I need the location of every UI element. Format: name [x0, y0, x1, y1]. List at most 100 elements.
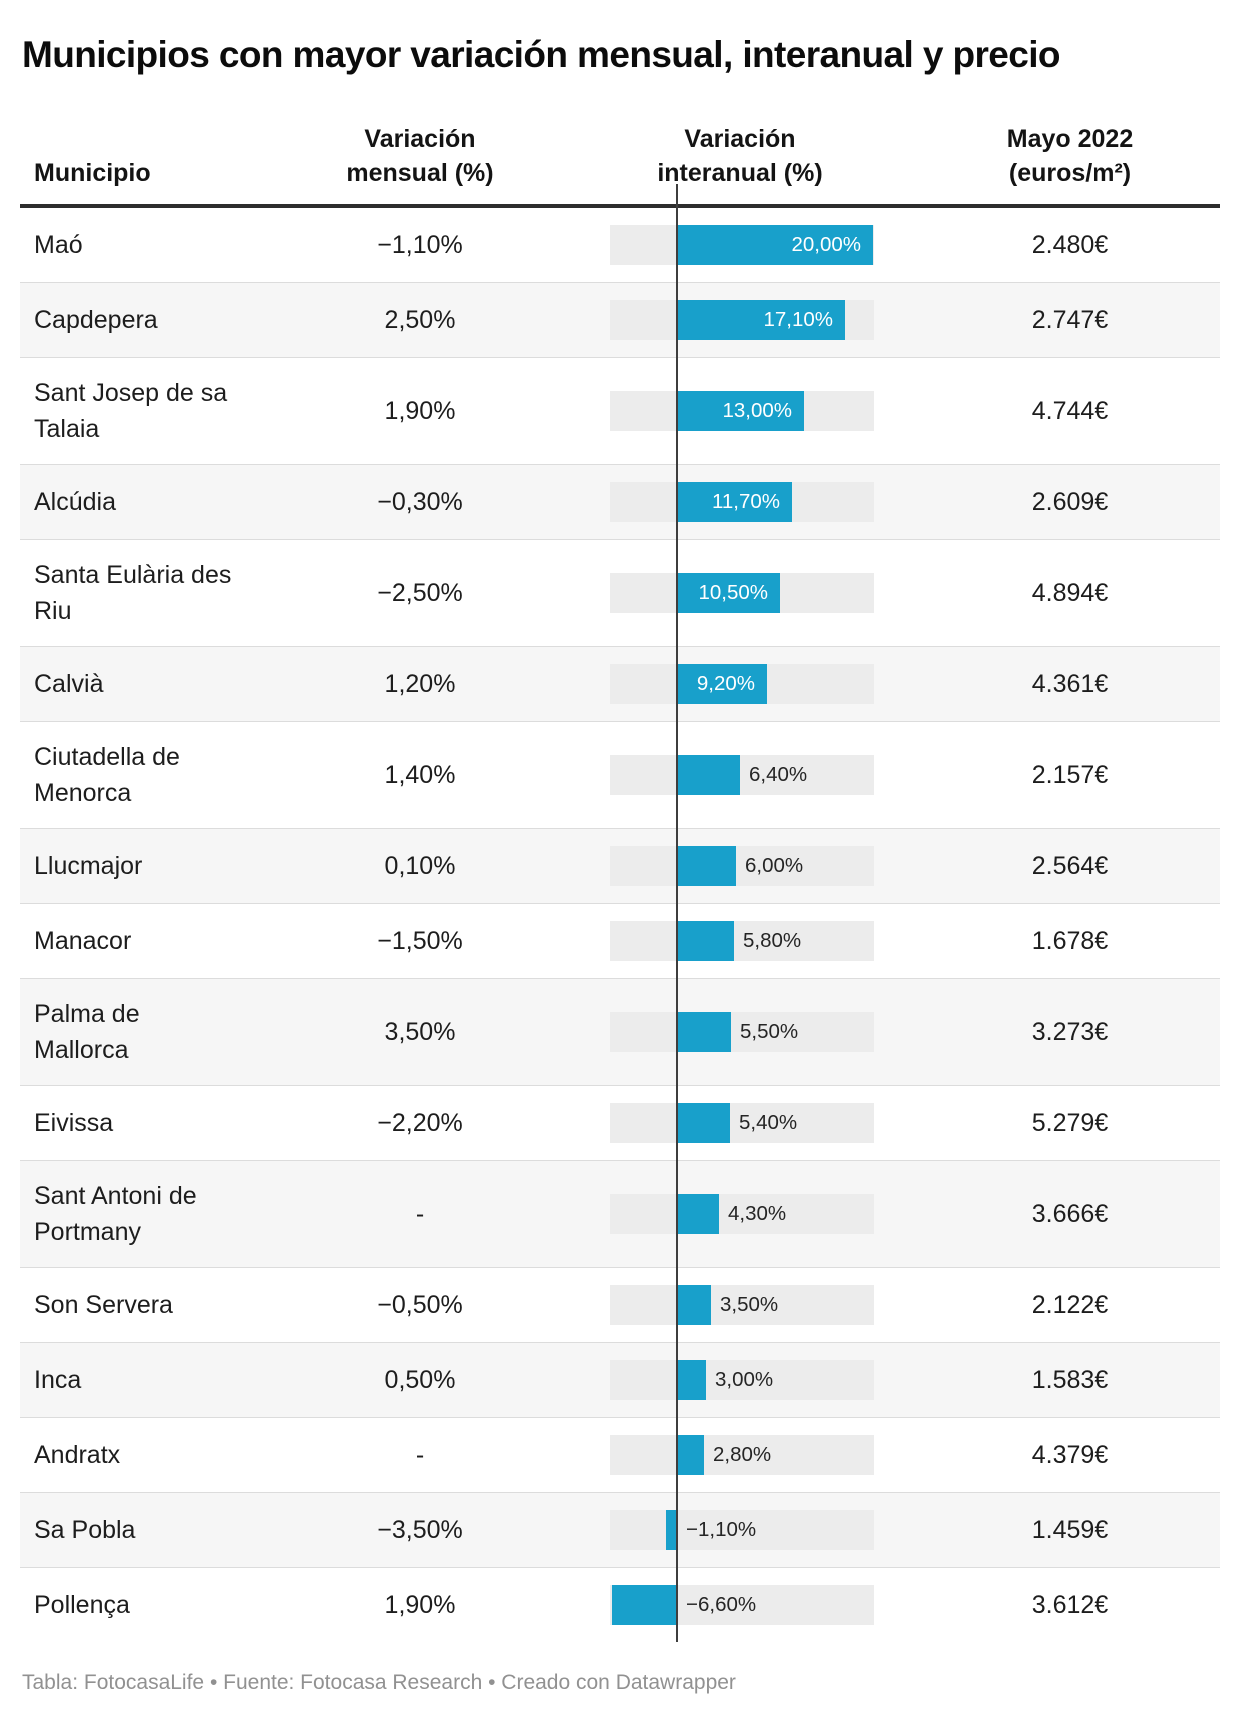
municipality-name: Andratx	[34, 1441, 121, 1469]
table-row: Sant Antoni de Portmany - 4,30% 3.666€	[20, 1160, 1220, 1267]
municipality-name: Alcúdia	[34, 488, 116, 516]
bar-value-label: −6,60%	[686, 1593, 757, 1616]
municipality-name: Sant Josep de sa Talaia	[34, 379, 228, 443]
municipality-name: Ciutadella de Menorca	[34, 743, 180, 807]
table-row: Santa Eulària des Riu −2,50% 10,50% 4.894€	[20, 539, 1220, 646]
interannual-bar	[666, 1510, 677, 1550]
bar-track	[610, 1012, 874, 1052]
interannual-bar-cell: 5,80%	[560, 921, 920, 961]
monthly-variation-value: −2,20%	[377, 1108, 463, 1137]
bar-track	[610, 1103, 874, 1143]
monthly-variation-value: 2,50%	[384, 305, 456, 334]
table-row: Palma de Mallorca 3,50% 5,50% 3.273€	[20, 978, 1220, 1085]
bar-value-label: 4,30%	[728, 1202, 787, 1225]
monthly-variation-value: 1,90%	[384, 396, 456, 425]
bar-track	[610, 1435, 874, 1475]
municipality-name: Manacor	[34, 927, 132, 955]
interannual-bar	[677, 755, 740, 795]
bar-value-label: 3,00%	[715, 1368, 774, 1391]
interannual-bar	[677, 573, 780, 613]
monthly-variation-value: 1,90%	[384, 1590, 456, 1619]
interannual-bar	[677, 391, 804, 431]
table-body: Maó −1,10% 20,00% 2.480€ Capdepera 2,50% 17,10…	[20, 184, 1220, 1642]
table-row: Sa Pobla −3,50% −1,10% 1.459€	[20, 1492, 1220, 1567]
price-value: 1.678€	[1031, 926, 1109, 955]
interannual-bar-cell: −6,60%	[560, 1585, 920, 1625]
bar-track	[610, 755, 874, 795]
column-header-mayo-2022: Mayo 2022 (euros/m²)	[1006, 125, 1134, 187]
bar-track	[610, 1194, 874, 1234]
bar-value-label: 11,70%	[711, 490, 780, 513]
table-row: Alcúdia −0,30% 11,70% 2.609€	[20, 464, 1220, 539]
interannual-bar-cell: 4,30%	[560, 1194, 920, 1234]
price-value: 4.894€	[1031, 578, 1109, 607]
interannual-bar-cell: 17,10%	[560, 300, 920, 340]
zero-baseline	[676, 184, 678, 1642]
interannual-bar-cell: 6,00%	[560, 846, 920, 886]
bar-value-label: 6,40%	[749, 763, 808, 786]
column-header-municipio: Municipio	[34, 159, 151, 187]
price-value: 2.564€	[1031, 851, 1109, 880]
interannual-bar	[677, 300, 845, 340]
monthly-variation-value: −3,50%	[377, 1515, 463, 1544]
table-row: Capdepera 2,50% 17,10% 2.747€	[20, 282, 1220, 357]
table-row: Sant Josep de sa Talaia 1,90% 13,00% 4.744€	[20, 357, 1220, 464]
interannual-bar	[677, 1435, 704, 1475]
interannual-bar-cell: 10,50%	[560, 573, 920, 613]
attribution-footer: Tabla: FotocasaLife • Fuente: Fotocasa R…	[22, 1671, 736, 1694]
price-value: 2.747€	[1031, 305, 1109, 334]
interannual-bar-cell: 3,00%	[560, 1360, 920, 1400]
interannual-bar	[677, 664, 767, 704]
table-row: Manacor −1,50% 5,80% 1.678€	[20, 903, 1220, 978]
price-value: 2.122€	[1031, 1290, 1109, 1319]
interannual-bar	[612, 1585, 677, 1625]
table-row: Llucmajor 0,10% 6,00% 2.564€	[20, 828, 1220, 903]
municipality-name: Son Servera	[34, 1291, 173, 1319]
price-value: 2.157€	[1031, 760, 1109, 789]
price-value: 2.609€	[1031, 487, 1109, 516]
municipality-name: Sant Antoni de Portmany	[34, 1182, 197, 1246]
interannual-bar	[677, 1012, 731, 1052]
interannual-bar-cell: 2,80%	[560, 1435, 920, 1475]
bar-value-label: −1,10%	[686, 1518, 757, 1541]
interannual-bar-cell: 5,50%	[560, 1012, 920, 1052]
bar-value-label: 6,00%	[745, 854, 804, 877]
page-title: Municipios con mayor variación mensual, …	[22, 34, 1061, 75]
bar-value-label: 10,50%	[698, 581, 768, 604]
monthly-variation-value: −1,10%	[377, 230, 463, 259]
interannual-bar	[677, 1194, 719, 1234]
bar-track	[610, 921, 874, 961]
price-value: 3.612€	[1031, 1590, 1109, 1619]
monthly-variation-value: 3,50%	[384, 1017, 456, 1046]
table-row: Pollença 1,90% −6,60% 3.612€	[20, 1567, 1220, 1642]
bar-value-label: 17,10%	[763, 308, 833, 331]
price-value: 4.744€	[1031, 396, 1109, 425]
municipality-name: Calvià	[34, 670, 104, 698]
interannual-bar-cell: 9,20%	[560, 664, 920, 704]
monthly-variation-value: 0,10%	[384, 851, 456, 880]
municipality-name: Pollença	[34, 1591, 130, 1619]
interannual-bar-cell: 11,70%	[560, 482, 920, 522]
price-value: 1.583€	[1031, 1365, 1109, 1394]
column-header-variacion-interanual: Variación interanual (%)	[657, 125, 823, 187]
table-row: Andratx - 2,80% 4.379€	[20, 1417, 1220, 1492]
bar-value-label: 20,00%	[791, 233, 861, 256]
bar-track	[610, 846, 874, 886]
municipality-name: Eivissa	[34, 1109, 114, 1137]
bar-value-label: 3,50%	[720, 1293, 779, 1316]
interannual-bar	[677, 1285, 711, 1325]
monthly-variation-value: −2,50%	[377, 578, 463, 607]
interannual-bar	[677, 1103, 730, 1143]
municipality-name: Llucmajor	[34, 852, 143, 880]
municipality-name: Capdepera	[34, 306, 158, 334]
table-header-row: Municipio Variación mensual (%) Variació…	[20, 122, 1220, 208]
interannual-bar	[677, 1360, 706, 1400]
monthly-variation-value: −0,50%	[377, 1290, 463, 1319]
interannual-bar-cell: 3,50%	[560, 1285, 920, 1325]
price-value: 4.361€	[1031, 669, 1109, 698]
table-row: Inca 0,50% 3,00% 1.583€	[20, 1342, 1220, 1417]
monthly-variation-value: 1,40%	[384, 760, 456, 789]
interannual-bar	[677, 225, 873, 265]
bar-track	[610, 1360, 874, 1400]
municipality-name: Sa Pobla	[34, 1516, 136, 1544]
